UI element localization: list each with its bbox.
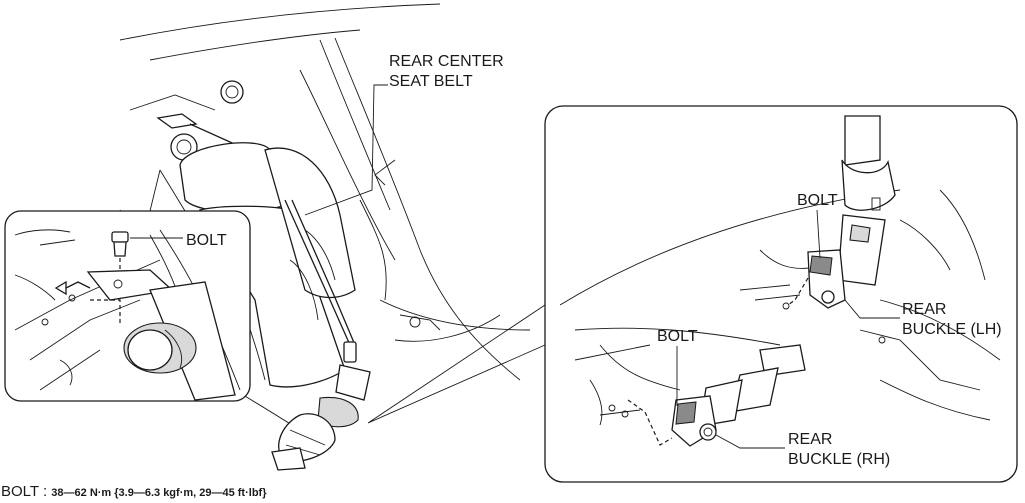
label-rear-buckle-rh-line1: REAR: [788, 431, 832, 448]
label-bolt-upper-right: BOLT: [797, 192, 838, 209]
label-bolt-lower-right: BOLT: [657, 328, 698, 345]
label-rear-buckle-rh-line2: BUCKLE (RH): [788, 451, 890, 468]
left-inset-bolt-detail: [4, 169, 251, 402]
torque-spec-value: 38—62 N·m {3.9—6.3 kgf·m, 29—45 ft·lbf}: [51, 487, 267, 499]
leader-rear-center-seat-belt: [304, 84, 388, 216]
callout-wedge-right-inset: [367, 304, 546, 424]
torque-spec-prefix: BOLT :: [1, 483, 51, 500]
label-rear-center-seat-belt-line2: SEAT BELT: [389, 73, 473, 90]
label-bolt-left-inset: BOLT: [186, 232, 227, 249]
right-inset-buckle-detail: [544, 105, 1018, 483]
label-rear-buckle-lh-line2: BUCKLE (LH): [902, 321, 1002, 338]
label-rear-buckle-lh-line1: REAR: [902, 301, 946, 318]
label-rear-center-seat-belt-line1: REAR CENTER: [389, 53, 504, 70]
torque-spec: BOLT : 38—62 N·m {3.9—6.3 kgf·m, 29—45 f…: [1, 483, 267, 500]
